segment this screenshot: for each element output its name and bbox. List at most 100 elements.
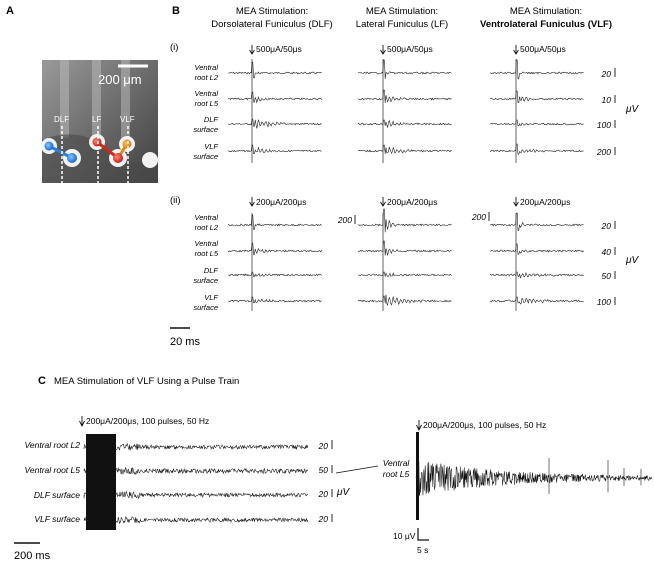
signal-trace xyxy=(357,89,452,104)
row-label-i-vlf-line2: surface xyxy=(193,152,218,161)
svg-text:500μA/50μs: 500μA/50μs xyxy=(256,44,302,54)
panel-b-letter: B xyxy=(172,5,180,17)
panel-c-title: MEA Stimulation of VLF Using a Pulse Tra… xyxy=(54,376,239,387)
row-label-ii-l5-line2: root L5 xyxy=(195,249,219,258)
sub-panel-i-label: (i) xyxy=(170,42,178,53)
scale-ii-vlf-extra: 200 xyxy=(471,212,486,222)
panel-c-letter: C xyxy=(38,375,46,387)
signal-trace xyxy=(83,467,309,475)
scale-i-l5: 10 xyxy=(602,95,612,105)
c-row-label-l5: Ventral root L5 xyxy=(25,465,81,475)
signal-trace xyxy=(489,271,584,279)
panel-a-scale-label: 200 μm xyxy=(98,72,142,87)
signal-trace xyxy=(489,119,584,127)
c-right-scale-bar xyxy=(417,528,429,541)
signal-trace xyxy=(357,208,452,233)
panel-b-traces xyxy=(227,59,584,311)
svg-text:200μA/200μs: 200μA/200μs xyxy=(256,197,306,207)
panel-c-traces xyxy=(83,434,309,530)
unit-label-ii: μV xyxy=(625,255,639,266)
signal-trace xyxy=(357,144,452,155)
signal-trace xyxy=(357,271,452,278)
row-label-i-dlf-line2: surface xyxy=(193,125,218,134)
sub-panel-ii-label: (ii) xyxy=(170,195,181,206)
c-row-label-vlf: VLF surface xyxy=(34,514,80,524)
c-right-amp-label: 10 μV xyxy=(393,531,416,541)
c-right-time-label: 5 s xyxy=(417,545,428,555)
c-unit-label: μV xyxy=(336,487,350,498)
scale-ii-lf-extra: 200 xyxy=(337,215,352,225)
svg-text:200μA/200μs: 200μA/200μs xyxy=(520,197,570,207)
signal-trace xyxy=(415,461,652,496)
panel-c-time-label: 200 ms xyxy=(14,550,51,562)
signal-trace xyxy=(227,271,322,277)
stim-marker-i-vlf: 500μA/50μs xyxy=(513,44,566,55)
svg-text:500μA/50μs: 500μA/50μs xyxy=(520,44,566,54)
signal-trace xyxy=(83,442,309,451)
lf-electrode-dot xyxy=(92,137,102,147)
dlf-electrode-dot xyxy=(44,141,54,151)
scale-i-dlf: 100 xyxy=(597,120,611,130)
col-header-dlf-line1: MEA Stimulation: xyxy=(236,6,308,17)
scale-i-vlf: 200 xyxy=(596,147,611,157)
row-label-ii-dlf-line1: DLF xyxy=(204,266,219,275)
signal-trace xyxy=(357,294,452,306)
signal-trace xyxy=(83,491,308,500)
scale-ii-dlf: 50 xyxy=(602,271,612,281)
signal-trace xyxy=(357,59,452,79)
signal-trace xyxy=(489,243,584,255)
signal-trace xyxy=(83,516,309,525)
c-scale-l5: 50 xyxy=(319,465,329,475)
panel-a-letter: A xyxy=(6,5,14,17)
col-header-lf-line2: Lateral Funiculus (LF) xyxy=(356,19,448,30)
unit-label-i: μV xyxy=(625,104,639,115)
panel-b-time-label: 20 ms xyxy=(170,336,200,348)
col-header-vlf-line1: MEA Stimulation: xyxy=(510,6,582,17)
signal-trace xyxy=(489,143,584,155)
signal-trace xyxy=(227,214,322,230)
panel-a-label-dlf: DLF xyxy=(54,115,69,124)
signal-trace xyxy=(227,91,322,104)
row-label-ii-vlf-line1: VLF xyxy=(204,293,218,302)
row-label-i-l2-line2: root L2 xyxy=(195,73,219,82)
panel-c-stim-marker: 200μA/200μs, 100 pulses, 50 Hz xyxy=(79,416,209,428)
panel-a-label-lf: LF xyxy=(92,115,101,124)
dlf-electrode-dot xyxy=(67,153,77,163)
row-label-ii-l2-line1: Ventral xyxy=(195,213,219,222)
c-row-label-l2: Ventral root L2 xyxy=(25,440,81,450)
signal-trace xyxy=(227,118,322,129)
signal-trace xyxy=(490,59,584,80)
signal-trace xyxy=(489,90,584,103)
signal-trace xyxy=(489,212,584,231)
svg-text:200μA/200μs, 100 pulses, 50 Hz: 200μA/200μs, 100 pulses, 50 Hz xyxy=(423,420,546,430)
c-right-stim-marker: 200μA/200μs, 100 pulses, 50 Hz xyxy=(416,420,546,432)
stim-marker-ii-lf: 200μA/200μs xyxy=(380,197,437,207)
lf-electrode-dot xyxy=(113,153,123,163)
panel-a-label-vlf: VLF xyxy=(120,115,135,124)
row-label-i-l2-line1: Ventral xyxy=(195,63,219,72)
row-label-ii-vlf-line2: surface xyxy=(193,303,218,312)
c-right-label-line1: Ventral xyxy=(383,458,411,468)
col-header-dlf-line2: Dorsolateral Funiculus (DLF) xyxy=(211,19,332,30)
signal-trace xyxy=(227,242,322,255)
signal-trace xyxy=(357,119,452,128)
stim-marker-ii-vlf: 200μA/200μs xyxy=(513,197,570,207)
signal-trace xyxy=(227,296,322,304)
scale-i-l2: 20 xyxy=(601,69,612,79)
signal-trace xyxy=(489,296,584,305)
c-scale-vlf: 20 xyxy=(318,514,329,524)
c-connector-line xyxy=(335,465,379,474)
c-right-long-trace xyxy=(415,432,652,520)
svg-text:200μA/200μs: 200μA/200μs xyxy=(387,197,437,207)
pulse-train-artifact xyxy=(416,432,419,520)
stim-marker-ii-dlf: 200μA/200μs xyxy=(249,197,306,207)
signal-trace xyxy=(228,61,322,79)
col-header-vlf-line2: Ventrolateral Funiculus (VLF) xyxy=(480,19,612,30)
row-label-ii-l2-line2: root L2 xyxy=(195,223,219,232)
c-scale-dlf: 20 xyxy=(318,489,329,499)
signal-trace xyxy=(357,240,452,256)
row-label-ii-dlf-line2: surface xyxy=(193,276,218,285)
row-label-i-dlf-line1: DLF xyxy=(204,115,219,124)
row-label-ii-l5-line1: Ventral xyxy=(195,239,219,248)
